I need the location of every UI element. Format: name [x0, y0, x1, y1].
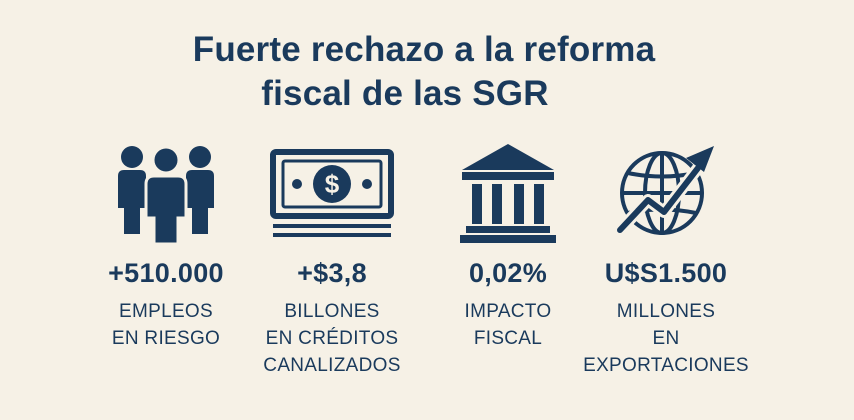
svg-text:$: $: [325, 169, 340, 199]
page-title: Fuerte rechazo a la reforma fiscal de la…: [0, 28, 854, 116]
stat-label-line: FISCAL: [473, 328, 543, 349]
stat-label-line: EMPLEOS: [119, 301, 213, 322]
stat-label-line: CANALIZADOS: [263, 355, 401, 376]
stat-value: 0,02%: [468, 258, 548, 288]
people-group-icon: [116, 140, 216, 245]
stat-label: EMPLEOS EN RIESGO: [66, 298, 266, 352]
stat-exports: U$S1.500 MILLONES EN EXPORTACIONES: [566, 0, 766, 420]
stat-label-line: BILLONES: [284, 301, 380, 322]
stat-label: MILLONES EN EXPORTACIONES: [566, 298, 766, 379]
stat-label: IMPACTO FISCAL: [408, 298, 608, 352]
globe-growth-arrow-icon: [614, 140, 720, 242]
title-line-1: Fuerte rechazo a la reforma: [192, 30, 656, 69]
banknote-dollar-icon: $: [269, 140, 395, 242]
title-line-2: fiscal de las SGR: [261, 74, 549, 113]
stat-fiscal-impact: 0,02% IMPACTO FISCAL: [408, 0, 608, 420]
stat-employees: +510.000 EMPLEOS EN RIESGO: [66, 0, 266, 420]
bank-building-icon: [456, 140, 560, 244]
stat-value: +$3,8: [297, 258, 367, 288]
stat-value: U$S1.500: [604, 258, 728, 288]
stat-label-line: EN: [652, 328, 680, 349]
stat-label-line: EN CRÉDITOS: [265, 328, 399, 349]
stat-label-line: MILLONES: [616, 301, 716, 322]
stat-label: BILLONES EN CRÉDITOS CANALIZADOS: [232, 298, 432, 379]
stat-label-line: IMPACTO: [464, 301, 552, 322]
stat-label-line: EN RIESGO: [111, 328, 221, 349]
stat-value: +510.000: [108, 258, 224, 288]
stat-label-line: EXPORTACIONES: [583, 355, 749, 376]
stat-credits: $ +$3,8 BILLONES EN CRÉDITOS CANALIZADOS: [232, 0, 432, 420]
